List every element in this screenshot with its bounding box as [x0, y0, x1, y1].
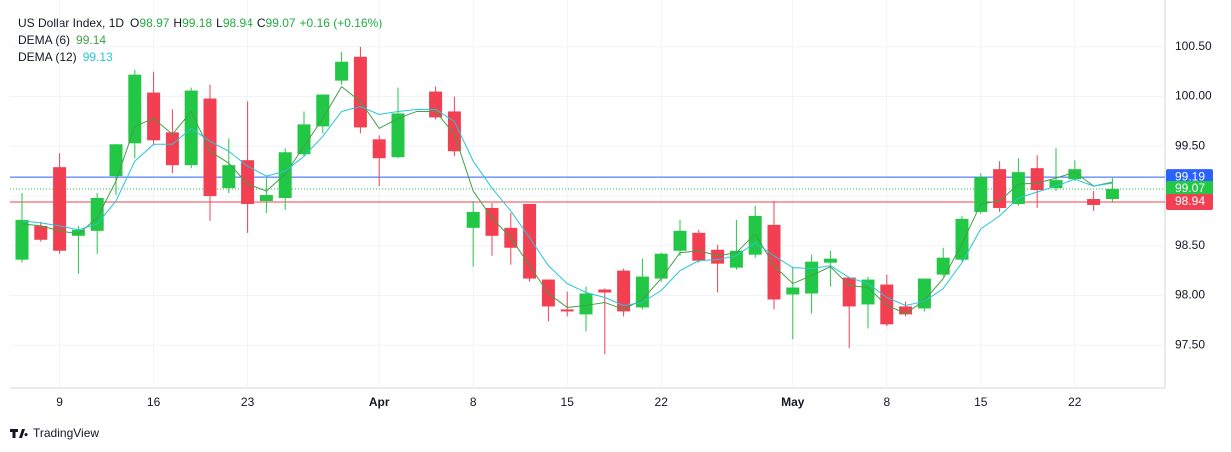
- y-tick-label: 100.00: [1175, 89, 1212, 103]
- candle-body: [1068, 169, 1082, 180]
- y-tick-label: 98.50: [1175, 238, 1205, 252]
- brand-logo: [10, 429, 28, 438]
- candle-body: [222, 165, 236, 189]
- candle-body: [767, 224, 781, 300]
- candle-body: [673, 230, 687, 251]
- candle-body: [729, 250, 743, 268]
- candle-body: [71, 229, 85, 236]
- candle-body: [692, 232, 706, 261]
- ohlc-label: H: [173, 16, 182, 30]
- candle-body: [1087, 199, 1101, 205]
- candle-body: [335, 61, 349, 81]
- legend-indicator: DEMA (12) 99.13: [18, 50, 113, 64]
- candle-body: [560, 309, 574, 312]
- candle-body: [786, 287, 800, 295]
- x-tick-label: 15: [974, 395, 988, 409]
- candle-body: [711, 249, 725, 264]
- indicator-value: 99.14: [76, 33, 106, 47]
- candle-body: [1105, 189, 1119, 199]
- x-tick-label: 16: [147, 395, 161, 409]
- y-tick-label: 98.00: [1175, 288, 1205, 302]
- ohlc-value: 99.07: [266, 16, 296, 30]
- brand: TradingView: [33, 426, 99, 440]
- candle-body: [297, 124, 311, 155]
- ohlc-label: O: [130, 16, 139, 30]
- x-tick-label: 8: [883, 395, 890, 409]
- price-label-bg: [1166, 181, 1213, 198]
- candle-body: [974, 177, 988, 212]
- candle-body: [109, 144, 123, 177]
- candle-body: [165, 132, 179, 166]
- candle-body: [805, 261, 819, 294]
- candle-body: [485, 207, 499, 236]
- x-tick-label: 8: [470, 395, 477, 409]
- candle-body: [936, 257, 950, 275]
- ohlc-value: 98.94: [223, 16, 253, 30]
- y-tick-label: 97.50: [1175, 337, 1205, 351]
- candle-body: [899, 306, 913, 315]
- indicator-line: [21, 105, 1113, 306]
- candle-body: [466, 211, 480, 228]
- y-tick-label: 99.50: [1175, 138, 1205, 152]
- legend-indicator: DEMA (6) 99.14: [18, 33, 106, 47]
- indicator-line: [21, 85, 1113, 314]
- candle-body: [241, 160, 255, 204]
- price-label-bg: [1166, 193, 1213, 210]
- candle-body: [278, 152, 292, 199]
- ohlc-label: L: [216, 16, 223, 30]
- symbol: US Dollar Index, 1D: [18, 16, 124, 30]
- candle-body: [15, 219, 29, 260]
- price-label: 99.07: [1175, 181, 1205, 195]
- ohlc-value: 98.97: [139, 16, 169, 30]
- candle-body: [617, 270, 631, 312]
- candle-body: [128, 74, 142, 144]
- candle-body: [1011, 172, 1025, 204]
- candle-body: [880, 284, 894, 325]
- candle-body: [53, 167, 67, 251]
- ohlc-label: C: [257, 16, 266, 30]
- x-tick-label: 22: [1068, 395, 1082, 409]
- candle-body: [917, 278, 931, 309]
- legend-symbol: US Dollar Index, 1D O98.97 H99.18 L98.94 C99…: [18, 16, 382, 30]
- candle-body: [353, 56, 367, 128]
- candle-body: [1030, 168, 1044, 191]
- candle-body: [635, 276, 649, 308]
- candle-body: [842, 277, 856, 307]
- candle-body: [372, 139, 386, 159]
- price-label: 99.19: [1175, 169, 1205, 183]
- candle-body: [316, 94, 330, 127]
- candle-body: [259, 195, 273, 201]
- x-tick-label: 22: [655, 395, 669, 409]
- candle-body: [391, 113, 405, 158]
- candle-body: [598, 289, 612, 293]
- change: +0.16 (+0.16%): [300, 16, 383, 30]
- indicator-name: DEMA (12): [18, 50, 77, 64]
- candle-body: [654, 253, 668, 279]
- candle-body: [429, 91, 443, 118]
- candle-body: [90, 198, 104, 231]
- price-label: 98.94: [1175, 194, 1205, 208]
- ohlc-value: 99.18: [182, 16, 212, 30]
- candle-body: [203, 98, 217, 197]
- indicator-name: DEMA (6): [18, 33, 70, 47]
- candle-body: [447, 111, 461, 152]
- candle-body: [34, 225, 48, 240]
- x-tick-label: May: [781, 395, 805, 409]
- x-tick-label: 23: [241, 395, 255, 409]
- candle-body: [147, 92, 161, 141]
- candle-body: [748, 215, 762, 255]
- x-tick-label: Apr: [369, 395, 390, 409]
- candle-body: [579, 293, 593, 315]
- x-tick-label: 9: [56, 395, 63, 409]
- candle-body: [523, 203, 537, 279]
- legend: US Dollar Index, 1D O98.97 H99.18 L98.94 C99…: [18, 16, 382, 64]
- candle-body: [823, 258, 837, 263]
- candle-body: [1049, 180, 1063, 189]
- indicator-value: 99.13: [83, 50, 113, 64]
- x-tick-label: 15: [561, 395, 575, 409]
- y-tick-label: 100.50: [1175, 39, 1212, 53]
